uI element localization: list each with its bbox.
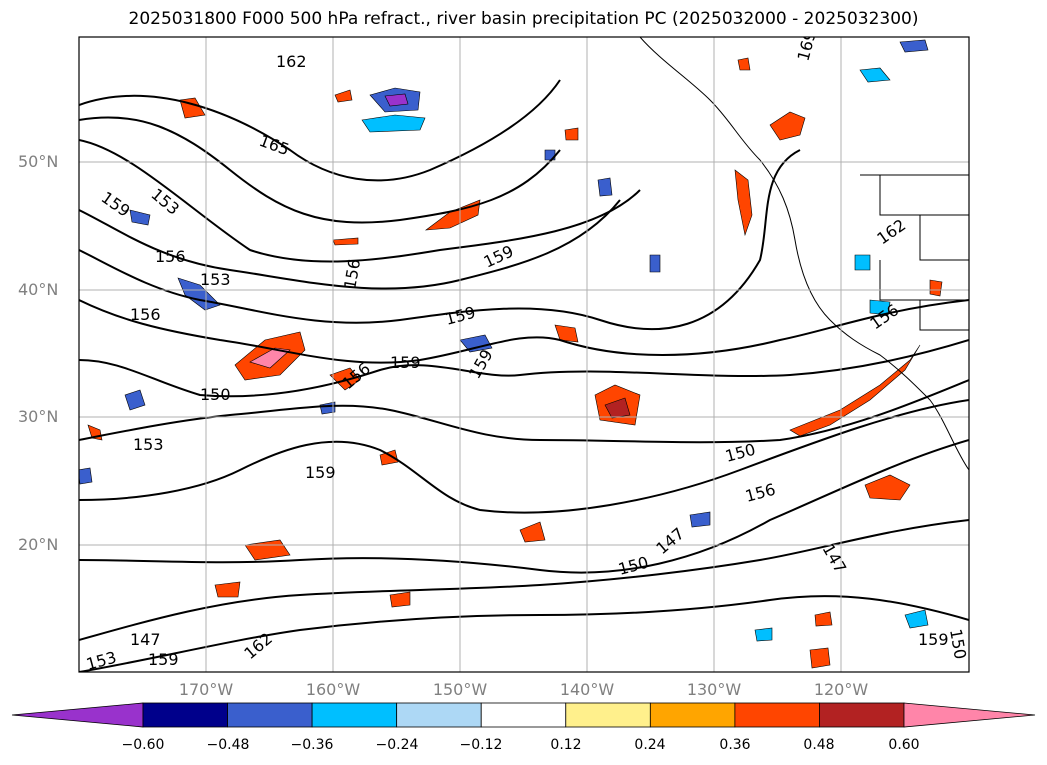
plot-area <box>79 37 969 672</box>
colorbar-tick-label: 0.60 <box>888 737 920 753</box>
contour-label: 153 <box>200 270 231 289</box>
contour-label: 156 <box>155 247 186 266</box>
precip-negative-shading <box>79 39 929 642</box>
colorbar-bin <box>565 702 651 728</box>
contour-label: 150 <box>946 627 970 660</box>
colorbar-tick-label: −0.36 <box>290 737 334 753</box>
coastline <box>639 37 969 471</box>
plot-frame <box>78 36 970 673</box>
colorbar-tick-label: −0.60 <box>121 737 165 753</box>
contour-label: 150 <box>200 385 231 404</box>
contour-label: 159 <box>148 650 179 669</box>
colorbar-tick-label: −0.48 <box>206 737 250 753</box>
contour-label: 159 <box>390 353 421 372</box>
colorbar-under-arrow <box>11 702 144 728</box>
colorbar <box>11 702 1036 728</box>
contour-label: 156 <box>130 305 161 324</box>
lon-label: 150°W <box>432 680 488 699</box>
colorbar-bin <box>819 702 905 728</box>
map-title: 2025031800 F000 500 hPa refract., river … <box>128 9 919 29</box>
contour-label: 147 <box>130 630 161 649</box>
colorbar-over-arrow <box>903 702 1036 728</box>
lat-label: 20°N <box>18 535 59 554</box>
contour-label: 159 <box>305 463 336 482</box>
contour-label: 162 <box>276 52 307 71</box>
contour-lines <box>79 79 969 672</box>
contour-label: 159 <box>918 630 949 649</box>
lon-label: 120°W <box>813 680 869 699</box>
lon-label: 170°W <box>178 680 234 699</box>
lat-label: 40°N <box>18 280 59 299</box>
colorbar-bin <box>734 702 820 728</box>
contour-label: 153 <box>133 435 164 454</box>
colorbar-tick-label: −0.24 <box>375 737 419 753</box>
colorbar-bin <box>227 702 313 728</box>
colorbar-bin <box>396 702 482 728</box>
colorbar-tick-label: −0.12 <box>459 737 503 753</box>
colorbar-tick-label: 0.12 <box>550 737 582 753</box>
colorbar-bin <box>311 702 398 728</box>
colorbar-tick-label: 0.48 <box>803 737 835 753</box>
graticule <box>79 37 969 672</box>
lat-label: 50°N <box>18 152 59 171</box>
lat-label: 30°N <box>18 407 59 426</box>
lon-label: 140°W <box>559 680 615 699</box>
colorbar-bins <box>142 702 905 728</box>
lon-label: 160°W <box>305 680 361 699</box>
colorbar-bin <box>649 702 736 728</box>
colorbar-tick-label: 0.36 <box>719 737 751 753</box>
colorbar-bin <box>142 702 228 728</box>
colorbar-tick-label: 0.24 <box>634 737 666 753</box>
lon-label: 130°W <box>686 680 742 699</box>
colorbar-bin <box>480 702 567 728</box>
